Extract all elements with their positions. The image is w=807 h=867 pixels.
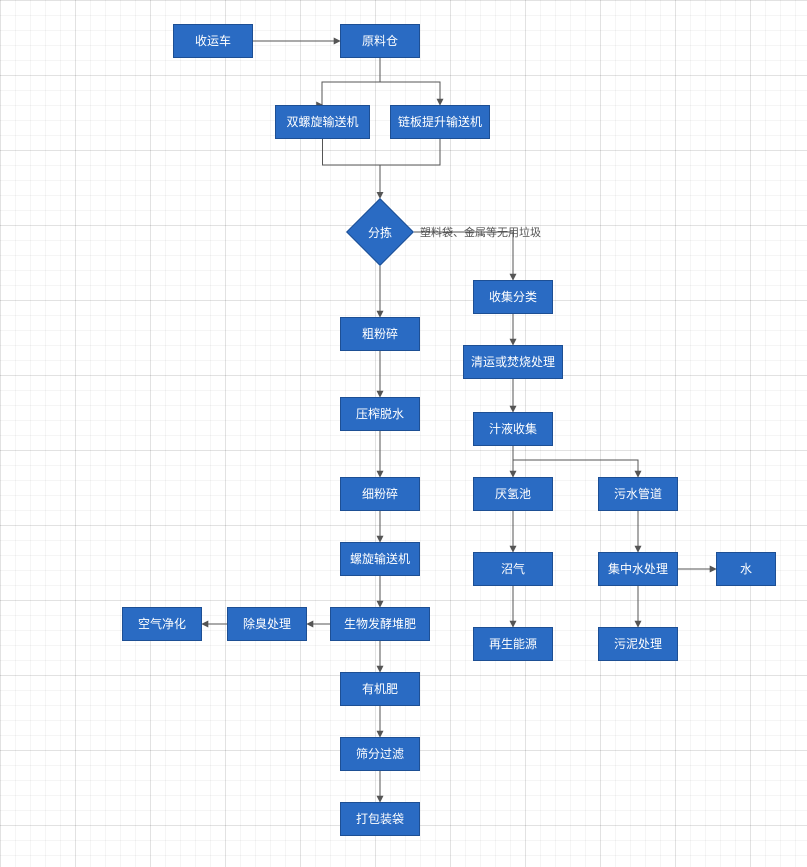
- node-sort: 分拣: [356, 208, 404, 256]
- node-sludge: 污泥处理: [598, 627, 678, 661]
- node-raw_bin: 原料仓: [340, 24, 420, 58]
- node-central: 集中水处理: [598, 552, 678, 586]
- node-fine: 细粉碎: [340, 477, 420, 511]
- node-biogas: 沼气: [473, 552, 553, 586]
- node-screw_conv: 双螺旋输送机: [275, 105, 370, 139]
- flowchart-canvas: 收运车 原料仓双螺旋输送机链板提升输送机分拣收集分类粗粉碎清运或焚烧处理压榨脱水 汁…: [0, 0, 807, 867]
- node-deodor: 除臭处理: [227, 607, 307, 641]
- node-sewer: 污水管道: [598, 477, 678, 511]
- node-pack: 打包装袋: [340, 802, 420, 836]
- node-spiral_conv: 螺旋输送机: [340, 542, 420, 576]
- node-press: 压榨脱水: [340, 397, 420, 431]
- node-truck: 收运车: [173, 24, 253, 58]
- node-organic: 有机肥: [340, 672, 420, 706]
- node-sieve: 筛分过滤: [340, 737, 420, 771]
- node-bio_compost: 生物发酵堆肥: [330, 607, 430, 641]
- node-label: 分拣: [356, 208, 404, 256]
- edge-label: 塑料袋、金属等无用垃圾: [420, 224, 541, 240]
- node-juice: 汁液收集: [473, 412, 553, 446]
- node-anaerobic: 厌氢池: [473, 477, 553, 511]
- node-renewable: 再生能源: [473, 627, 553, 661]
- node-collect_sort: 收集分类: [473, 280, 553, 314]
- node-air_clean: 空气净化: [122, 607, 202, 641]
- node-incinerate: 清运或焚烧处理: [463, 345, 563, 379]
- node-coarse: 粗粉碎: [340, 317, 420, 351]
- node-chain_conv: 链板提升输送机: [390, 105, 490, 139]
- node-water: 水: [716, 552, 776, 586]
